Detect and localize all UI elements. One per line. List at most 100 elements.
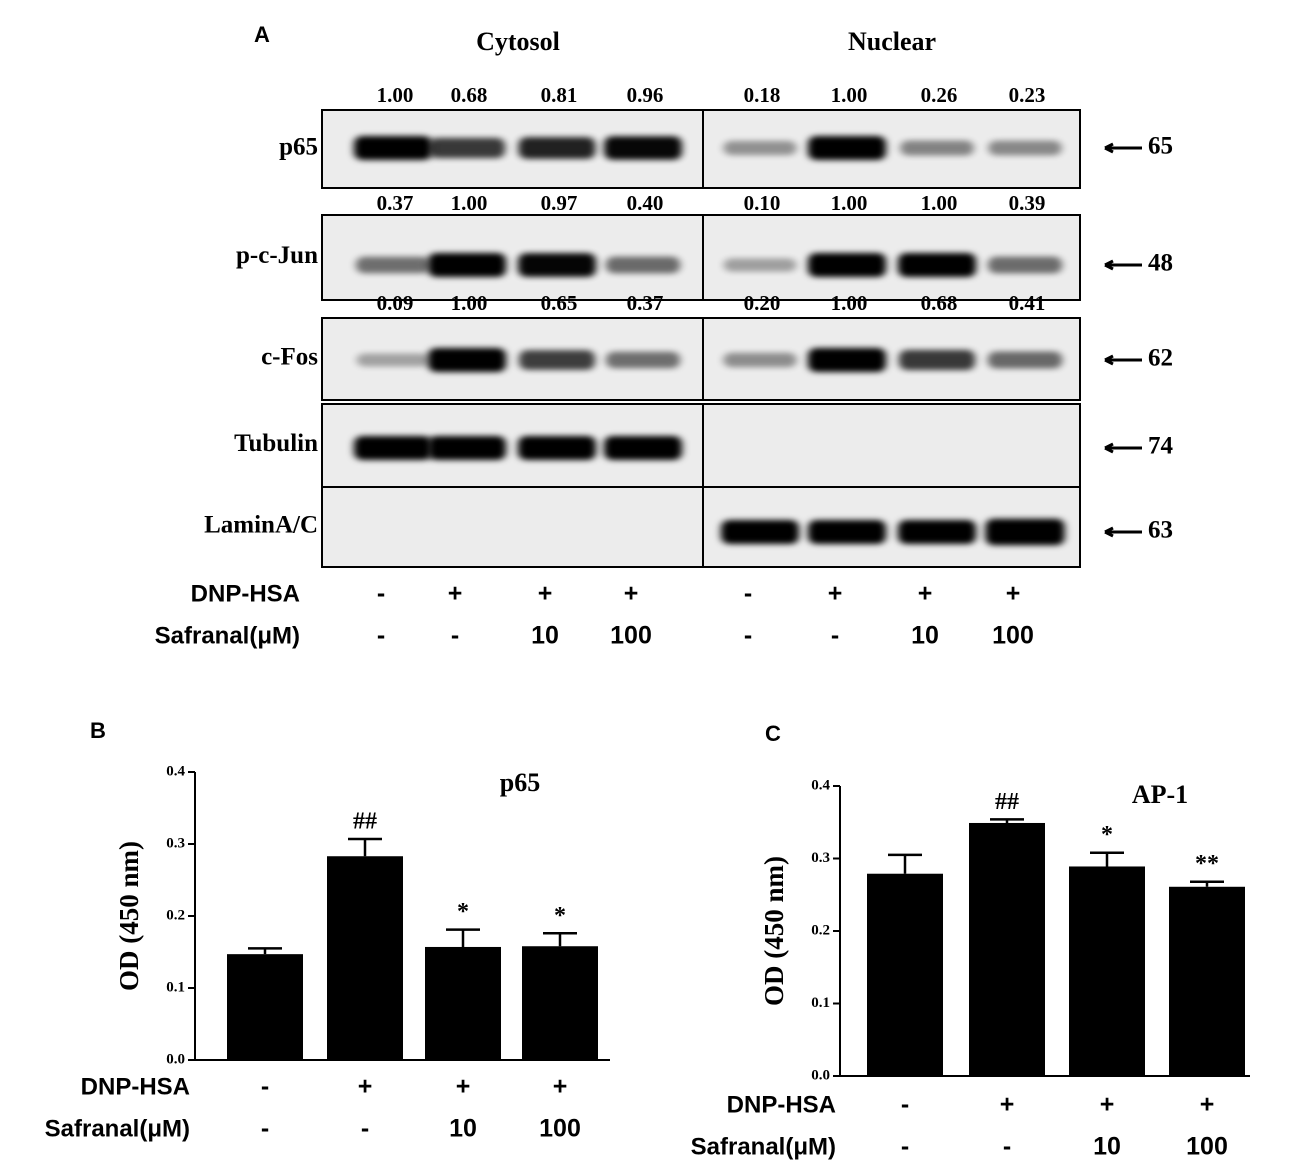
treatment-value: - bbox=[744, 580, 752, 608]
row-label: Tubulin bbox=[234, 430, 318, 457]
band bbox=[605, 256, 681, 274]
densitometry-value: 0.20 bbox=[744, 291, 781, 315]
treatment-value: - bbox=[377, 622, 385, 650]
densitometry-value: 1.00 bbox=[831, 291, 868, 315]
band bbox=[519, 350, 595, 370]
column-header: Nuclear bbox=[848, 27, 936, 56]
densitometry-value: 0.23 bbox=[1009, 83, 1046, 107]
error-bar bbox=[1090, 851, 1124, 867]
densitometry-value: 0.10 bbox=[744, 191, 781, 215]
band bbox=[604, 436, 682, 460]
error-bar bbox=[1190, 880, 1224, 887]
treatment-value: - bbox=[261, 1115, 269, 1143]
band bbox=[723, 352, 797, 368]
error-bar bbox=[248, 947, 282, 955]
densitometry-value: 0.81 bbox=[541, 83, 578, 107]
treatment-value: 100 bbox=[610, 622, 652, 650]
densitometry-value: 0.68 bbox=[921, 291, 958, 315]
y-tick-label: 0.2 bbox=[166, 907, 185, 923]
treatment-value: + bbox=[918, 580, 933, 608]
band bbox=[723, 258, 797, 272]
bar bbox=[425, 946, 501, 1060]
band bbox=[987, 256, 1063, 274]
band bbox=[518, 436, 596, 460]
treatment-value: 100 bbox=[539, 1115, 581, 1143]
densitometry-value: 1.00 bbox=[451, 291, 488, 315]
treatment-value: - bbox=[1003, 1133, 1011, 1161]
significance-label: ## bbox=[995, 789, 1019, 815]
densitometry-value: 0.68 bbox=[451, 83, 488, 107]
band bbox=[900, 140, 974, 156]
treatment-value: - bbox=[361, 1115, 369, 1143]
treatment-value: 100 bbox=[992, 622, 1034, 650]
densitometry-value: 1.00 bbox=[831, 191, 868, 215]
significance-label: * bbox=[1101, 822, 1113, 848]
treatment-value: + bbox=[456, 1073, 471, 1101]
band bbox=[987, 351, 1063, 369]
row-label: p-c-Jun bbox=[236, 242, 318, 269]
densitometry-value: 0.09 bbox=[377, 291, 414, 315]
densitometry-value: 1.00 bbox=[921, 191, 958, 215]
panel-letter: B bbox=[90, 718, 106, 743]
densitometry-value: 0.40 bbox=[627, 191, 664, 215]
molecular-weight: 65 bbox=[1148, 133, 1173, 160]
y-tick-label: 0.4 bbox=[811, 777, 830, 793]
treatment-value: + bbox=[1000, 1091, 1015, 1119]
treatment-label: DNP-HSA bbox=[81, 1073, 190, 1100]
molecular-weight: 63 bbox=[1148, 517, 1173, 544]
arrow bbox=[1104, 142, 1142, 154]
treatment-label: Safranal(μM) bbox=[155, 622, 300, 649]
band bbox=[428, 436, 506, 460]
treatment-value: + bbox=[624, 580, 639, 608]
band bbox=[723, 140, 797, 156]
treatment-value: 100 bbox=[1186, 1133, 1228, 1161]
y-tick-label: 0.4 bbox=[166, 763, 185, 779]
arrow bbox=[1104, 354, 1142, 366]
significance-label: * bbox=[554, 903, 566, 929]
band bbox=[898, 349, 976, 371]
band bbox=[988, 140, 1062, 156]
treatment-value: - bbox=[451, 622, 459, 650]
error-bar bbox=[348, 837, 382, 857]
densitometry-value: 0.97 bbox=[541, 191, 578, 215]
y-tick-label: 0.1 bbox=[166, 979, 185, 995]
error-bar bbox=[888, 853, 922, 874]
treatment-label: DNP-HSA bbox=[191, 580, 300, 607]
band bbox=[355, 256, 431, 274]
treatment-value: + bbox=[1200, 1091, 1215, 1119]
error-bar bbox=[543, 932, 577, 947]
band bbox=[605, 351, 681, 369]
band bbox=[428, 137, 506, 159]
treatment-value: + bbox=[828, 580, 843, 608]
significance-label: * bbox=[457, 899, 469, 925]
bar bbox=[227, 954, 303, 1060]
treatment-value: - bbox=[901, 1133, 909, 1161]
molecular-weight: 62 bbox=[1148, 345, 1173, 372]
band bbox=[604, 136, 682, 160]
treatment-value: 10 bbox=[449, 1115, 477, 1143]
densitometry-value: 0.37 bbox=[627, 291, 664, 315]
significance-label: ## bbox=[353, 808, 377, 834]
densitometry-value: 1.00 bbox=[451, 191, 488, 215]
band bbox=[428, 348, 506, 372]
panel-letter: C bbox=[765, 721, 781, 746]
densitometry-value: 0.96 bbox=[627, 83, 664, 107]
treatment-value: + bbox=[358, 1073, 373, 1101]
band bbox=[428, 253, 506, 277]
band bbox=[808, 348, 886, 372]
densitometry-value: 0.41 bbox=[1009, 291, 1046, 315]
y-tick-label: 0.1 bbox=[811, 995, 830, 1011]
y-tick-label: 0.3 bbox=[811, 850, 830, 866]
treatment-value: - bbox=[744, 622, 752, 650]
densitometry-value: 0.37 bbox=[377, 191, 414, 215]
treatment-value: - bbox=[901, 1091, 909, 1119]
row-label: c-Fos bbox=[261, 344, 318, 371]
treatment-label: Safranal(μM) bbox=[45, 1115, 190, 1142]
treatment-value: + bbox=[1006, 580, 1021, 608]
row-label: p65 bbox=[279, 134, 318, 161]
bar bbox=[522, 946, 598, 1060]
densitometry-value: 0.26 bbox=[921, 83, 958, 107]
band bbox=[518, 253, 596, 277]
